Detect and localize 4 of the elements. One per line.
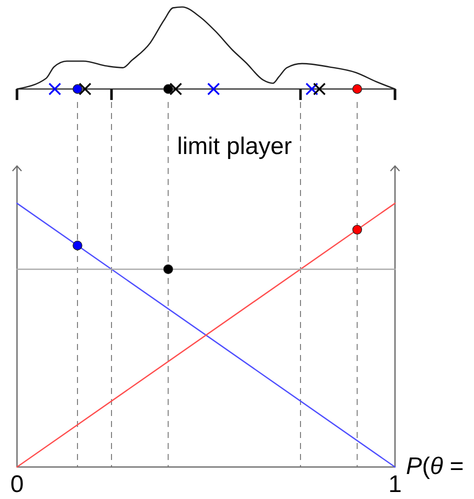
- x-tick-label: 0: [10, 471, 24, 498]
- x-tick-label: 1: [388, 471, 402, 498]
- chart-title: limit player: [177, 133, 292, 160]
- x-axis-title: P(θ =: [406, 453, 464, 480]
